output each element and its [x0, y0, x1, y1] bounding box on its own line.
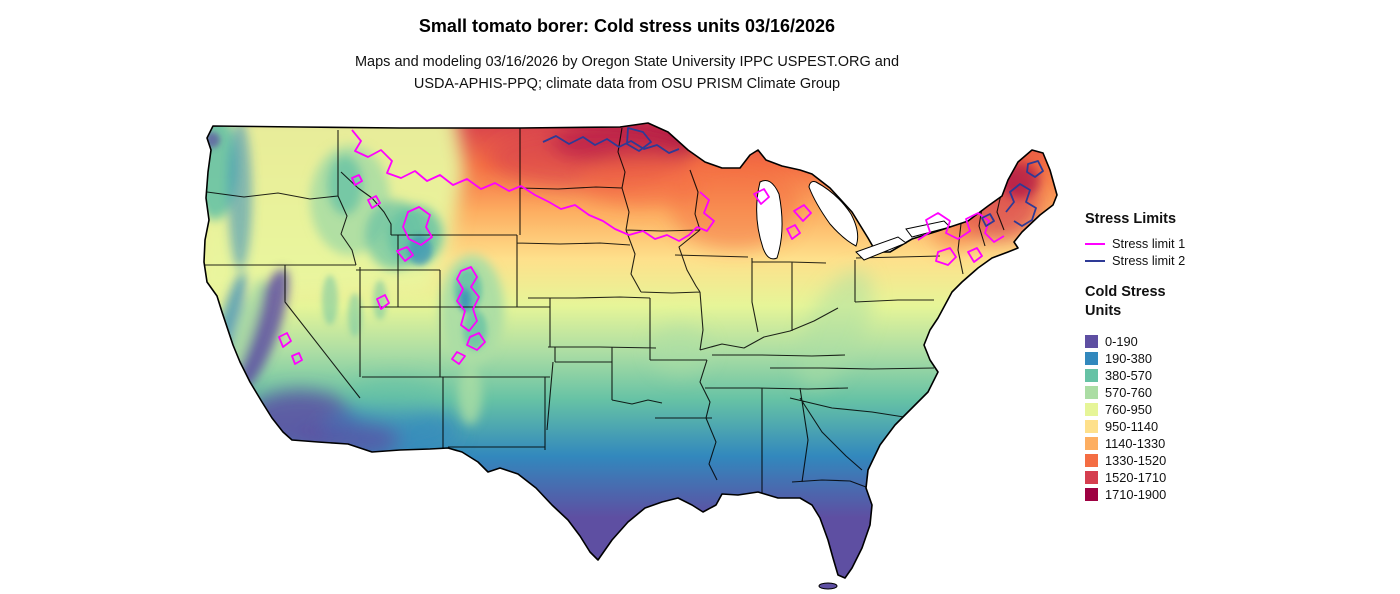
class-label: 190-380: [1105, 351, 1152, 366]
color-swatch: [1085, 437, 1098, 450]
stress-limit-2-contour: [542, 127, 1044, 227]
legend-class-row: 1520-1710: [1085, 469, 1385, 486]
us-outline: [203, 122, 1058, 579]
color-swatch: [1085, 488, 1098, 501]
class-label: 570-760: [1105, 385, 1152, 400]
lake-erie: [855, 236, 908, 261]
class-label: 0-190: [1105, 334, 1138, 349]
class-label: 380-570: [1105, 368, 1152, 383]
stress-limit-1-label: Stress limit 1: [1112, 236, 1186, 251]
class-label: 1140-1330: [1105, 436, 1166, 451]
class-label: 1520-1710: [1105, 470, 1167, 485]
color-swatch: [1085, 369, 1098, 382]
legend: Stress Limits Stress limit 1 Stress limi…: [1085, 210, 1385, 503]
subtitle-line-2: USDA-APHIS-PPQ; climate data from OSU PR…: [413, 76, 841, 92]
legend-item-stress-limit-2: Stress limit 2: [1085, 252, 1385, 269]
legend-item-stress-limit-1: Stress limit 1: [1085, 235, 1385, 252]
cold-stress-units-title: Cold Stress Units: [1085, 283, 1385, 321]
color-swatch: [1085, 471, 1098, 484]
lake-michigan: [756, 180, 783, 260]
page-title: Small tomato borer: Cold stress units 03…: [418, 16, 836, 36]
cold-stress-units-title-line-1: Cold Stress: [1085, 284, 1166, 300]
legend-class-row: 190-380: [1085, 350, 1385, 367]
map-subtitle: Maps and modeling 03/16/2026 by Oregon S…: [0, 51, 1254, 95]
class-label: 760-950: [1105, 402, 1152, 417]
state-borders: [204, 127, 1005, 493]
legend-class-row: 570-760: [1085, 384, 1385, 401]
subtitle-line-1: Maps and modeling 03/16/2026 by Oregon S…: [354, 54, 900, 70]
map-header: Small tomato borer: Cold stress units 03…: [0, 16, 1254, 95]
color-swatch: [1085, 352, 1098, 365]
legend-class-row: 1330-1520: [1085, 452, 1385, 469]
color-swatch: [1085, 386, 1098, 399]
color-swatch: [1085, 454, 1098, 467]
legend-class-row: 760-950: [1085, 401, 1385, 418]
class-label: 950-1140: [1105, 419, 1159, 434]
color-swatch: [1085, 403, 1098, 416]
stress-limits-title: Stress Limits: [1085, 211, 1177, 227]
cold-stress-units-title-line-2: Units: [1085, 303, 1122, 319]
stress-limit-1-line-sample: [1085, 242, 1105, 245]
color-swatch: [1085, 335, 1098, 348]
lake-ontario: [905, 220, 951, 238]
stress-limit-2-label: Stress limit 2: [1112, 253, 1186, 268]
legend-class-row: 1140-1330: [1085, 435, 1385, 452]
legend-class-row: 380-570: [1085, 367, 1385, 384]
great-lakes: [756, 180, 951, 261]
legend-class-row: 950-1140: [1085, 418, 1385, 435]
class-label: 1330-1520: [1105, 453, 1167, 468]
stress-limit-2-line-sample: [1085, 259, 1105, 262]
stress-limit-1-contour: [278, 129, 1005, 365]
class-label: 1710-1900: [1105, 487, 1167, 502]
map-raster: [204, 123, 1057, 578]
legend-class-row: 0-190: [1085, 333, 1385, 350]
lake-huron: [808, 181, 859, 247]
legend-class-row: 1710-1900: [1085, 486, 1385, 503]
florida-keys: [818, 582, 838, 590]
color-swatch: [1085, 420, 1098, 433]
